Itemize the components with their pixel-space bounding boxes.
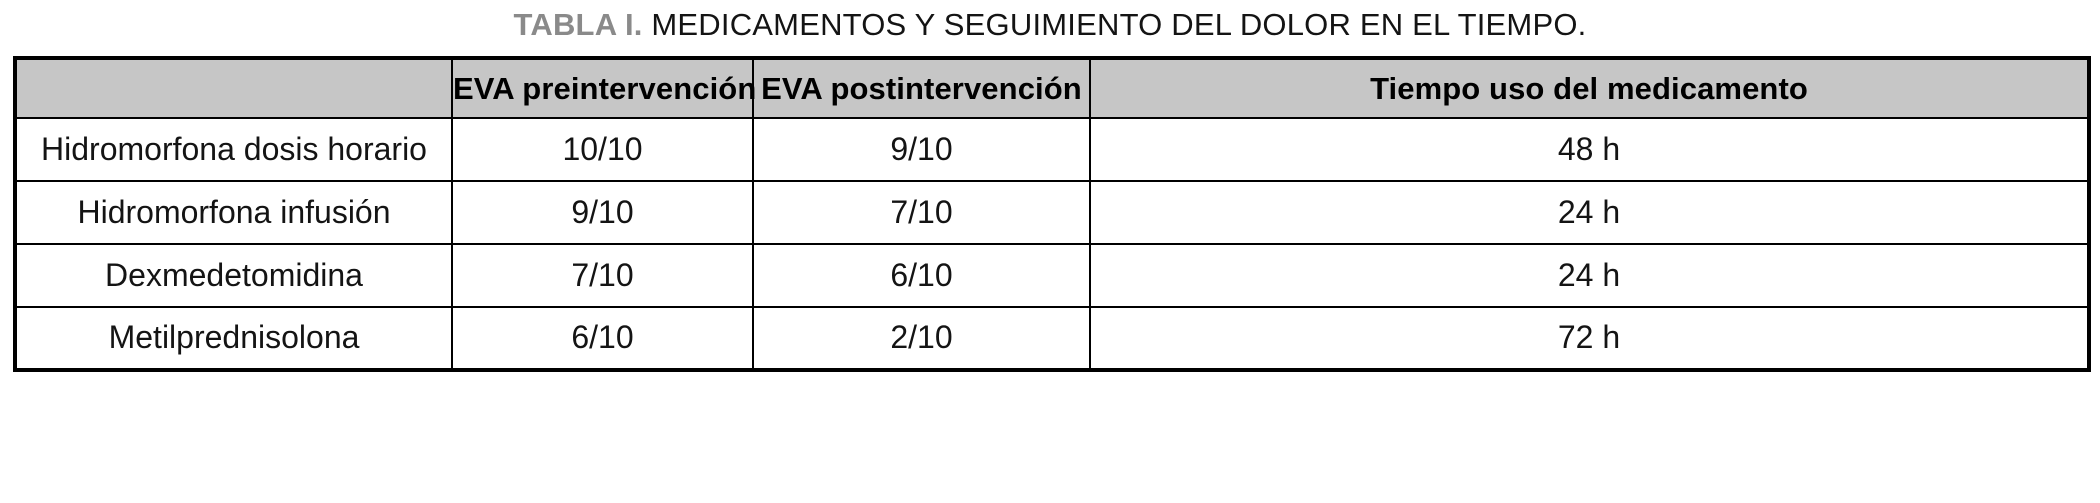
table-header: EVA preintervención EVA postintervención… <box>14 57 2090 119</box>
cell-medicamento: Hidromorfona infusión <box>14 180 453 245</box>
cell-tiempo: 72 h <box>1089 306 2090 371</box>
tiempo-value: 48 h <box>1557 130 1621 167</box>
cell-eva-post: 2/10 <box>752 306 1091 371</box>
cell-eva-post: 7/10 <box>752 180 1091 245</box>
eva-pre-value: 10/10 <box>562 130 643 167</box>
eva-post-value: 2/10 <box>890 319 953 356</box>
cell-medicamento: Metilprednisolona <box>14 306 453 371</box>
cell-eva-post: 9/10 <box>752 117 1091 182</box>
cell-tiempo: 48 h <box>1089 117 2090 182</box>
column-header-tiempo-uso: Tiempo uso del medicamento <box>1089 57 2090 119</box>
column-header-eva-postintervencion: EVA postintervención <box>752 57 1091 119</box>
cell-tiempo: 24 h <box>1089 180 2090 245</box>
eva-pre-value: 7/10 <box>571 256 634 293</box>
column-header-medicamento <box>14 57 453 119</box>
table-row: Dexmedetomidina 7/10 6/10 24 h <box>14 243 2090 308</box>
table-caption-label: TABLA I. <box>513 7 643 42</box>
medicamento-value: Hidromorfona dosis horario <box>41 130 427 167</box>
medicamento-value: Dexmedetomidina <box>105 256 363 293</box>
table-caption-text: MEDICAMENTOS Y SEGUIMIENTO DEL DOLOR EN … <box>651 7 1587 42</box>
cell-eva-pre: 10/10 <box>451 117 754 182</box>
eva-post-value: 7/10 <box>890 193 953 230</box>
cell-medicamento: Dexmedetomidina <box>14 243 453 308</box>
medicamento-value: Hidromorfona infusión <box>77 193 391 230</box>
cell-tiempo: 24 h <box>1089 243 2090 308</box>
medicamento-value: Metilprednisolona <box>108 319 360 356</box>
table-header-row: EVA preintervención EVA postintervención… <box>14 57 2090 119</box>
tiempo-value: 24 h <box>1557 193 1621 230</box>
eva-post-value: 9/10 <box>890 130 953 167</box>
column-header-eva-preintervencion: EVA preintervención <box>451 57 756 119</box>
cell-eva-pre: 7/10 <box>451 243 754 308</box>
tiempo-value: 72 h <box>1557 319 1621 356</box>
table-container: EVA preintervención EVA postintervención… <box>13 56 2091 372</box>
cell-eva-pre: 6/10 <box>451 306 754 371</box>
table-row: Metilprednisolona 6/10 2/10 72 h <box>14 306 2090 371</box>
medication-pain-table: EVA preintervención EVA postintervención… <box>13 56 2091 372</box>
eva-pre-value: 9/10 <box>571 193 634 230</box>
eva-pre-value: 6/10 <box>571 319 634 356</box>
cell-eva-pre: 9/10 <box>451 180 754 245</box>
table-row: Hidromorfona infusión 9/10 7/10 24 h <box>14 180 2090 245</box>
tiempo-value: 24 h <box>1557 256 1621 293</box>
table-body: Hidromorfona dosis horario 10/10 9/10 48… <box>14 117 2090 371</box>
eva-post-value: 6/10 <box>890 256 953 293</box>
table-row: Hidromorfona dosis horario 10/10 9/10 48… <box>14 117 2090 182</box>
table-caption: TABLA I. MEDICAMENTOS Y SEGUIMIENTO DEL … <box>0 3 2100 47</box>
cell-medicamento: Hidromorfona dosis horario <box>14 117 453 182</box>
cell-eva-post: 6/10 <box>752 243 1091 308</box>
